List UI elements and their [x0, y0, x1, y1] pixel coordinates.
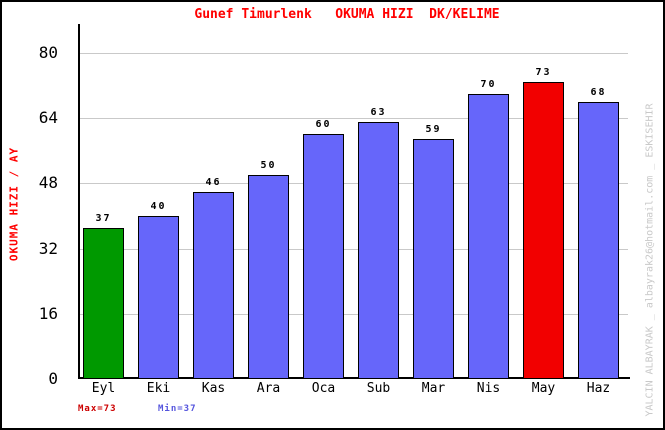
y-tick-label: 48: [38, 173, 58, 192]
y-tick-label: 0: [48, 369, 58, 388]
x-tick-label: Oca: [311, 381, 336, 396]
x-tick-label: Ara: [256, 381, 281, 396]
x-tick-label: Eki: [146, 381, 171, 396]
bar: [578, 102, 619, 379]
bar-value-label: 50: [260, 160, 277, 171]
bar-value-label: 46: [205, 177, 222, 188]
min-value-label: Min=37: [158, 404, 197, 414]
bar-value-label: 63: [370, 107, 387, 118]
x-tick-label: May: [531, 381, 556, 396]
x-axis-line: [78, 377, 630, 379]
y-tick-label: 16: [38, 304, 58, 323]
bar-value-label: 60: [315, 119, 332, 130]
bar-value-label: 37: [95, 213, 112, 224]
bar-value-label: 70: [480, 79, 497, 90]
y-tick-label: 80: [38, 43, 58, 62]
gridline: [79, 118, 628, 119]
max-value-label: Max=73: [78, 404, 117, 414]
bar: [248, 175, 289, 379]
gridline: [79, 314, 628, 315]
bar: [358, 122, 399, 379]
bar-value-label: 59: [425, 124, 442, 135]
gridline: [79, 53, 628, 54]
chart-title: Gunef Timurlenk OKUMA HIZI DK/KELIME: [194, 7, 500, 22]
bar: [523, 82, 564, 379]
x-tick-label: Eyl: [91, 381, 116, 396]
gridline: [79, 183, 628, 184]
bar: [83, 228, 124, 379]
y-tick-label: 64: [38, 108, 58, 127]
gridline: [79, 249, 628, 250]
bar-value-label: 68: [590, 87, 607, 98]
bar: [193, 192, 234, 379]
y-axis-line: [78, 24, 80, 379]
watermark-text: YALCIN ALBAYRAK _ albayrak26@hotmail.com…: [644, 103, 656, 417]
x-tick-label: Mar: [421, 381, 446, 396]
bar: [138, 216, 179, 379]
y-tick-label: 32: [38, 239, 58, 258]
bar: [468, 94, 509, 379]
bar: [303, 134, 344, 379]
x-tick-label: Kas: [201, 381, 226, 396]
x-tick-label: Sub: [366, 381, 391, 396]
bar-value-label: 40: [150, 201, 167, 212]
x-tick-label: Nis: [476, 381, 501, 396]
x-tick-label: Haz: [586, 381, 611, 396]
bar: [413, 139, 454, 379]
bar-value-label: 73: [535, 67, 552, 78]
